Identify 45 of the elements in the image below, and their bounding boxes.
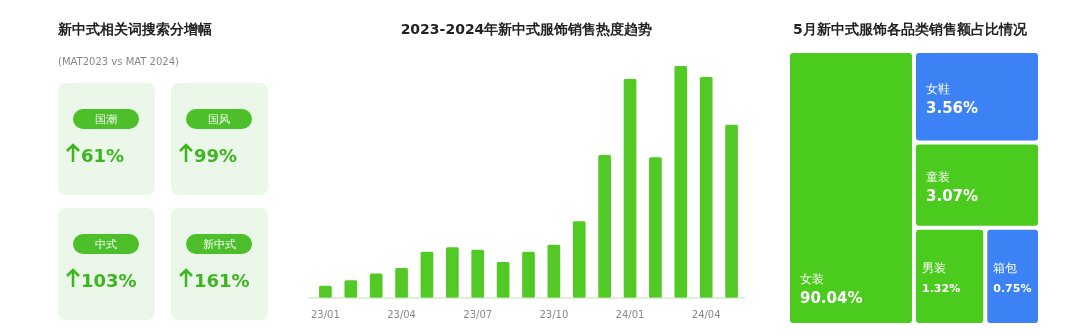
bar <box>369 273 383 298</box>
bar <box>725 124 738 298</box>
bar <box>674 66 688 298</box>
bar <box>344 280 358 298</box>
bar <box>699 76 713 298</box>
data-label: 99% <box>194 145 238 166</box>
x-tick-label: 24/04 <box>691 309 721 320</box>
bar <box>572 221 586 298</box>
bar <box>319 285 332 298</box>
bar <box>395 268 408 298</box>
x-tick-label: 24/01 <box>615 309 645 320</box>
x-tick-label: 23/04 <box>387 309 416 320</box>
data-label: 61% <box>81 145 125 166</box>
category-label: 新中式 <box>202 238 236 251</box>
x-tick-label: 23/10 <box>539 309 569 320</box>
text: 新中式相关词搜索分增幅 <box>57 21 212 37</box>
bar <box>420 251 434 298</box>
bar <box>446 247 459 298</box>
bar <box>598 155 611 298</box>
data-label: 90.04% <box>800 289 863 307</box>
bar <box>522 251 535 298</box>
data-label: 161% <box>194 270 250 291</box>
data-label: 0.75% <box>993 282 1032 296</box>
data-label: 3.56% <box>926 98 979 117</box>
x-tick-label: 23/01 <box>311 309 340 320</box>
category-label: 女鞋 <box>926 81 950 96</box>
data-label: 1.32% <box>922 282 961 296</box>
category-label: 国风 <box>208 113 230 126</box>
category-label: 童装 <box>926 170 950 185</box>
category-label: 中式 <box>95 238 117 251</box>
text: 5月新中式服饰各品类销售额占比情况 <box>793 21 1028 37</box>
chart-title: 2023-2024年新中式服饰销售热度趋势 <box>400 21 653 37</box>
bar <box>471 249 485 298</box>
bar <box>496 262 510 298</box>
text: (MAT2023 vs MAT 2024) <box>58 56 180 67</box>
data-label: 103% <box>81 270 137 291</box>
category-label: 男装 <box>922 261 946 276</box>
category-label: 国潮 <box>95 113 117 126</box>
bar <box>547 244 561 298</box>
bar <box>623 78 637 298</box>
data-label: 3.07% <box>926 187 979 206</box>
category-label: 箱包 <box>993 261 1018 276</box>
category-label: 女装 <box>800 272 824 286</box>
bar <box>649 157 662 298</box>
x-tick-label: 23/07 <box>463 309 493 320</box>
